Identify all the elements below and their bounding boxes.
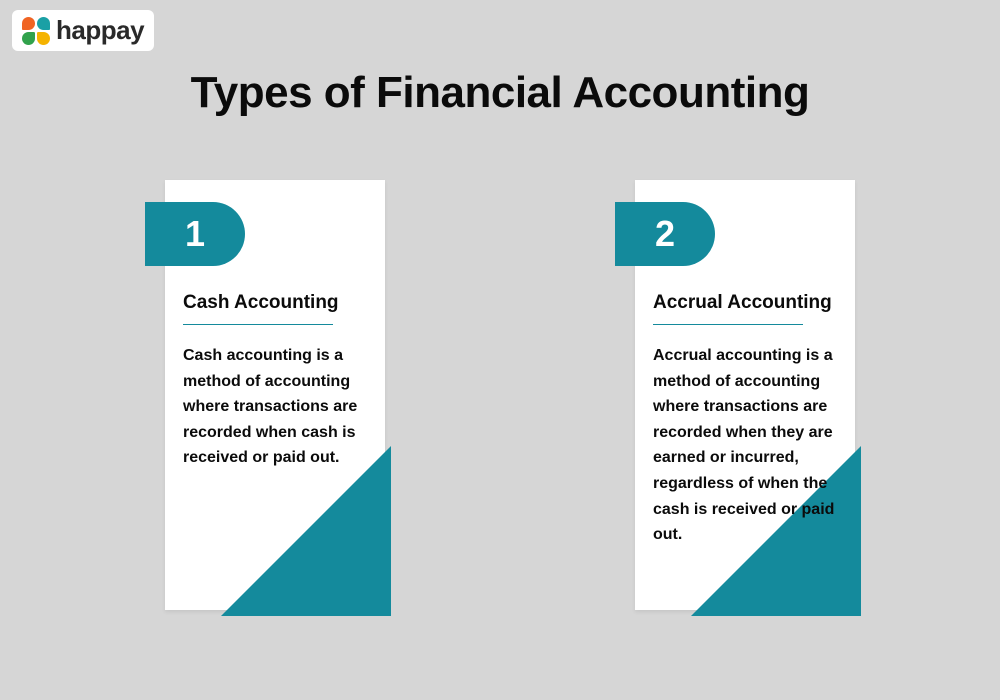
- logo-icon: [22, 17, 50, 45]
- page-title: Types of Financial Accounting: [0, 68, 1000, 118]
- cards-container: 1 Cash Accounting Cash accounting is a m…: [0, 180, 1000, 610]
- card-heading: Accrual Accounting: [653, 292, 838, 314]
- card-content: Cash Accounting Cash accounting is a met…: [183, 292, 368, 471]
- heading-underline: [183, 324, 333, 325]
- card-number: 1: [185, 213, 205, 255]
- card-accrual-accounting: 2 Accrual Accounting Accrual accounting …: [615, 180, 855, 610]
- logo-dot: [22, 32, 35, 45]
- logo-dot: [22, 17, 35, 30]
- card-number: 2: [655, 213, 675, 255]
- heading-underline: [653, 324, 803, 325]
- card-body: Accrual accounting is a method of accoun…: [653, 343, 838, 548]
- card-heading: Cash Accounting: [183, 292, 368, 314]
- card-number-badge: 1: [145, 202, 245, 266]
- card-content: Accrual Accounting Accrual accounting is…: [653, 292, 838, 548]
- logo-text: happay: [56, 15, 144, 46]
- card-triangle: [221, 446, 391, 616]
- card-number-badge: 2: [615, 202, 715, 266]
- card-body: Cash accounting is a method of accountin…: [183, 343, 368, 471]
- logo-dot: [37, 32, 50, 45]
- card-cash-accounting: 1 Cash Accounting Cash accounting is a m…: [145, 180, 385, 610]
- brand-logo: happay: [12, 10, 154, 51]
- logo-dot: [37, 17, 50, 30]
